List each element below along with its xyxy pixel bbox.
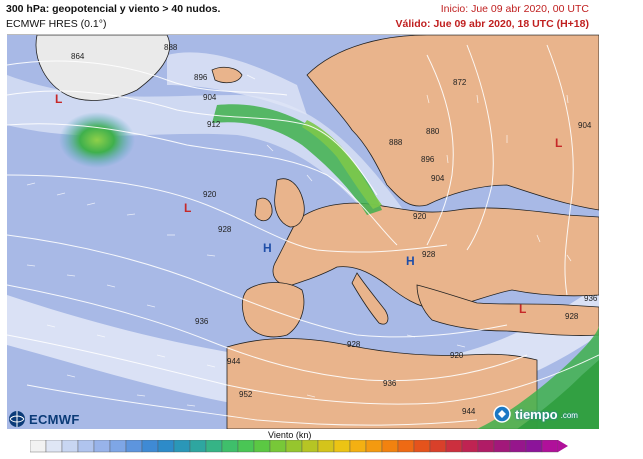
scale-title: Viento (kn) <box>268 430 312 440</box>
wind-band <box>167 52 307 115</box>
contour-label: 936 <box>383 379 397 388</box>
contour-label: 896 <box>194 73 208 82</box>
contour-label: 880 <box>426 127 440 136</box>
jet-streak-atlantic <box>59 112 135 168</box>
scale-cell <box>493 440 511 453</box>
italy-land <box>351 272 389 325</box>
scale-arrow-icon <box>558 440 568 452</box>
contour-label: 904 <box>203 93 217 102</box>
scale-cell <box>461 440 479 453</box>
ecmwf-logo-text: ECMWF <box>29 411 80 427</box>
contour-label: 936 <box>195 317 209 326</box>
map-title: 300 hPa: geopotencial y viento > 40 nudo… <box>6 3 221 15</box>
scale-cell <box>237 440 255 453</box>
scale-cell <box>125 440 143 453</box>
contour-label: 928 <box>347 340 361 349</box>
scale-cell <box>541 440 559 453</box>
low-pressure-center: L <box>555 136 562 150</box>
scale-cell <box>93 440 111 453</box>
scale-cell <box>189 440 207 453</box>
wind-color-scale <box>30 440 568 453</box>
iberia-land <box>241 282 305 338</box>
greenland-land <box>35 35 170 101</box>
scale-cell <box>429 440 447 453</box>
scale-cell <box>77 440 95 453</box>
north-africa-land <box>226 338 538 429</box>
scale-cell <box>253 440 271 453</box>
scale-cell <box>157 440 175 453</box>
weather-map: 864 888 896 904 912 920 928 936 944 952 … <box>7 34 599 429</box>
contour-label: 888 <box>164 43 178 52</box>
iceland-land <box>211 66 243 84</box>
high-pressure-center: H <box>263 241 272 255</box>
scale-cell <box>365 440 383 453</box>
header: 300 hPa: geopotencial y viento > 40 nudo… <box>0 0 643 34</box>
ireland-land <box>254 197 273 222</box>
contour-label: 896 <box>421 155 435 164</box>
contour-label: 944 <box>462 407 476 416</box>
scale-cell <box>445 440 463 453</box>
contour-label: 928 <box>565 312 579 321</box>
low-pressure-center: L <box>519 302 526 316</box>
jet-stream-core <box>302 120 382 209</box>
scale-cell <box>525 440 543 453</box>
scale-cell <box>141 440 159 453</box>
scale-cell <box>381 440 399 453</box>
contour-label: 928 <box>218 225 232 234</box>
scale-cell <box>301 440 319 453</box>
low-pressure-center: L <box>184 201 191 215</box>
jet-stream-south-core <box>517 360 599 429</box>
scale-cell <box>413 440 431 453</box>
contour-label: 920 <box>203 190 217 199</box>
contour-label: 944 <box>227 357 241 366</box>
contour-label: 928 <box>422 250 436 259</box>
scale-cell <box>333 440 351 453</box>
high-pressure-center: H <box>406 254 415 268</box>
scale-cell <box>285 440 303 453</box>
wind-arrows <box>26 74 572 407</box>
scale-cell <box>221 440 239 453</box>
scale-cell <box>109 440 127 453</box>
scale-cell <box>349 440 367 453</box>
tiempo-logo-domain: .com <box>560 411 578 420</box>
scale-cell <box>30 440 47 453</box>
scale-cell <box>61 440 79 453</box>
contour-label: 912 <box>207 120 221 129</box>
contour-label: 936 <box>584 294 598 303</box>
contour-label: 864 <box>71 52 85 61</box>
scale-cell <box>269 440 287 453</box>
contour-label: 920 <box>450 351 464 360</box>
tiempo-sun-icon <box>493 405 511 423</box>
init-time: Inicio: Jue 09 abr 2020, 00 UTC <box>440 3 589 15</box>
contour-label: 904 <box>431 174 445 183</box>
tiempo-logo-text: tiempo <box>515 406 558 422</box>
contour-label: 952 <box>239 390 253 399</box>
geopotential-contours <box>7 44 599 426</box>
contour-label: 872 <box>453 78 467 87</box>
contour-label: 920 <box>413 212 427 221</box>
scale-cell <box>45 440 63 453</box>
ecmwf-logo: ECMWF <box>8 410 80 428</box>
scale-cell <box>205 440 223 453</box>
map-canvas: 864 888 896 904 912 920 928 936 944 952 … <box>7 35 599 429</box>
uk-land <box>274 178 305 228</box>
tiempo-logo: tiempo .com <box>492 404 594 424</box>
model-label: ECMWF HRES (0.1°) <box>6 18 107 30</box>
scale-cell <box>509 440 527 453</box>
contour-label: 904 <box>578 121 592 130</box>
valid-time: Válido: Jue 09 abr 2020, 18 UTC (H+18) <box>395 18 589 30</box>
low-pressure-center: L <box>55 92 62 106</box>
turkey-land <box>416 284 599 336</box>
scale-cell <box>317 440 335 453</box>
ecmwf-globe-icon <box>9 411 25 427</box>
contour-label: 888 <box>389 138 403 147</box>
scale-cell <box>173 440 191 453</box>
scale-cell <box>397 440 415 453</box>
scale-cell <box>477 440 495 453</box>
